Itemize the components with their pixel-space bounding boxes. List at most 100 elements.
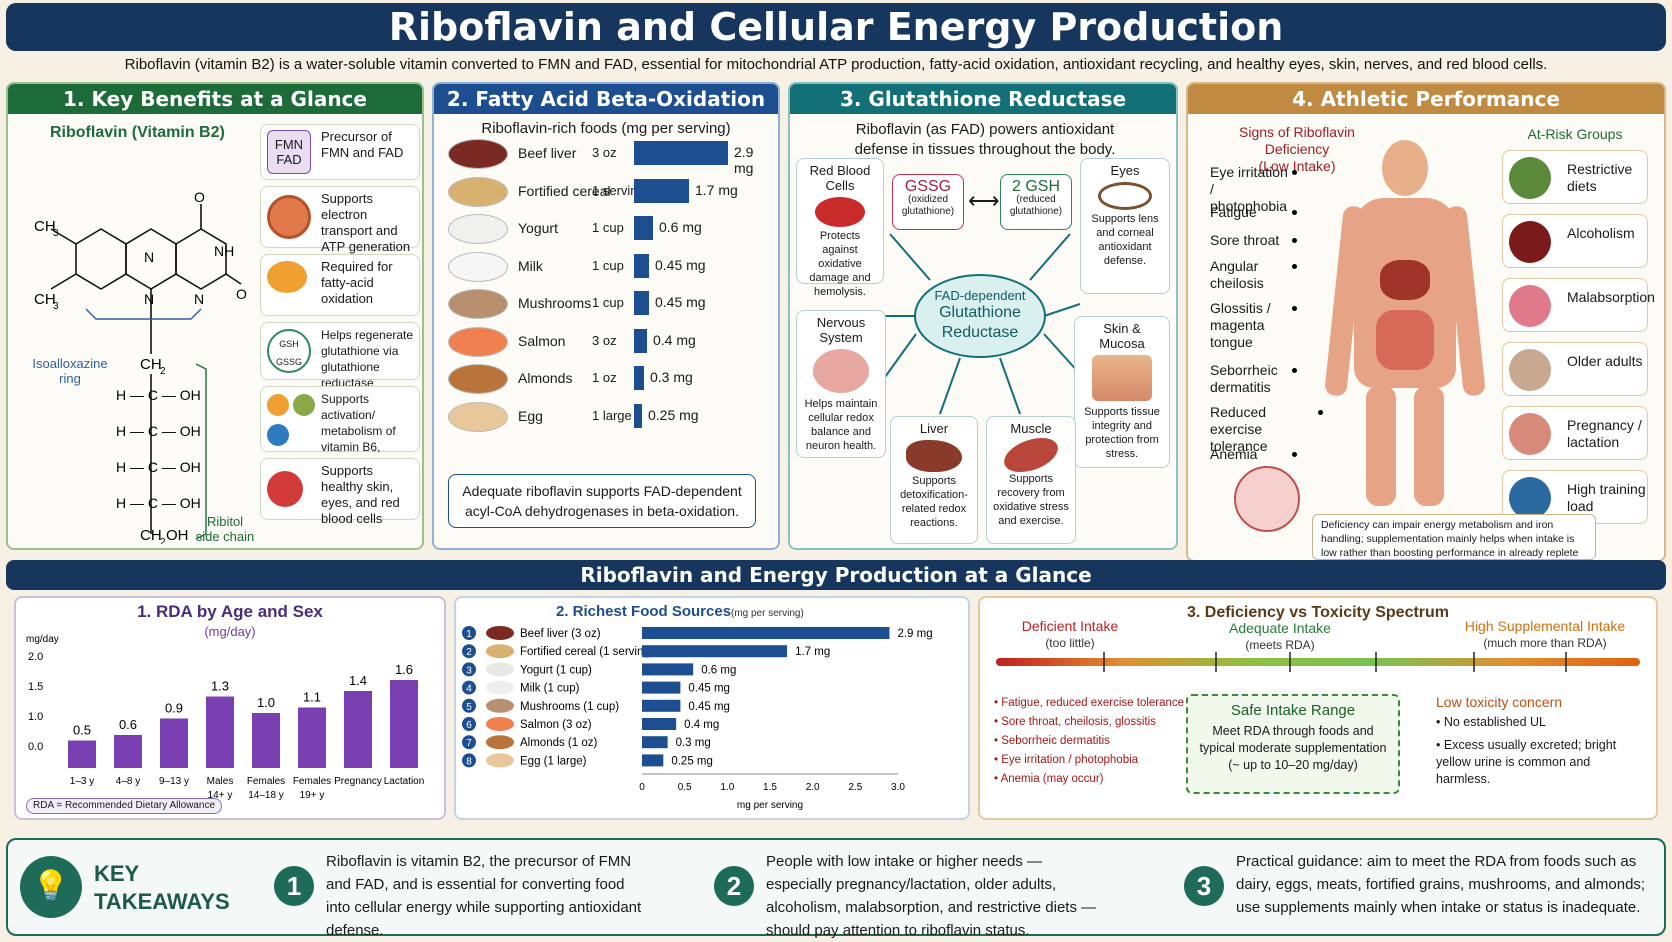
beta-note: Adequate riboflavin supports FAD-depende… [448,474,756,528]
rank-badge [462,662,476,677]
deficient-item: • Eye irritation / photophobia [994,754,1139,766]
safe-title: Safe Intake Range [1230,702,1356,719]
benefit-card: Supports healthy skin, eyes, and red blo… [260,458,420,526]
liver-text: Supports detoxification-related redox re… [900,475,968,529]
food-icon [486,735,514,750]
safe-text: Meet RDA through foods and typical moder… [1199,724,1387,772]
rbc-title: Red Blood Cells [809,163,871,193]
food-row: Milk 1 cup 0.45 mg [442,249,752,285]
svg-text:CH: CH [140,356,162,373]
food-row: Mushrooms 1 cup 0.45 mg [442,286,752,322]
rda-value-label: 1.3 [211,679,229,694]
deficient-item-text: Sore throat, cheilosis, glossitis [1001,716,1156,728]
rda-bar [390,680,418,768]
section-glutathione: 3. Glutathione Reductase Riboflavin (as … [788,82,1178,550]
rank-badge [462,626,476,640]
deficiency-note: Deficiency can impair energy metabolism … [1312,514,1596,573]
food-value-label: 0.45 mg [688,701,730,713]
rda-value-label: 1.4 [349,673,367,688]
food-icon [486,626,514,640]
food-bar [634,141,728,165]
food-name: Almonds [518,370,573,386]
symptom-pointer [1292,210,1297,215]
muscle-text: Supports recovery from oxidative stress … [993,473,1069,527]
symptom-label: Angular cheilosis [1210,258,1264,291]
food-qty: 1 cup [592,220,624,235]
food-category: Egg (1 large) [520,755,587,767]
eyes-title: Eyes [1110,163,1140,178]
liver-icon [906,440,962,472]
deficient-item: • Sore throat, cheilosis, glossitis [994,716,1156,728]
signs-title: Signs of Riboflavin Deficiency (Low Intak… [1212,124,1382,175]
symptom-pointer [1292,368,1297,373]
rank-number: 1 [466,629,472,640]
food-category: Yogurt (1 cup) [520,664,592,676]
symptom-pointer [1292,170,1297,175]
rda-value-label: 1.0 [257,695,275,710]
low-toxicity-title: Low toxicity concern [1436,694,1563,710]
isoalloxazine-label: Isoalloxazine ring [32,356,108,386]
rank-number: 4 [466,684,472,695]
svg-text:CH: CH [34,291,56,308]
food-qty: 1 large [592,407,632,423]
symptom-label: Eye irritation / photophobia [1210,164,1288,214]
deficient-item-text: Fatigue, reduced exercise tolerance [1001,697,1185,709]
glutathione-cycle-icon: GSH GSSG [267,329,311,373]
svg-text:O: O [236,286,247,302]
risk-group: Older adults [1502,342,1648,396]
food-value: 1.7 mg [695,181,738,198]
svg-text:NH: NH [214,243,234,259]
skin-title: Skin & Mucosa [1099,321,1145,351]
food-value: 0.4 mg [653,331,696,348]
rank-number: 6 [466,720,472,731]
svg-text:CH: CH [140,527,162,544]
risk-icon [1509,349,1551,391]
rank-badge [462,735,476,750]
benefit-text: Helps regenerate glutathione via glutath… [321,328,414,390]
svg-text:H — C — OH: H — C — OH [116,495,201,511]
food-row: Beef liver 3 oz 2.9 mg [442,136,753,176]
food-row: Salmon 3 oz 0.4 mg [442,324,752,360]
benefit-card: FMN FAD Precursor of FMN and FAD [260,124,420,180]
b-vitamins-icon [267,394,289,416]
muscle-box: Muscle Supports recovery from oxidative s… [986,416,1076,544]
food-category: Mushrooms (1 cup) [520,701,619,713]
risk-icon [1509,413,1551,455]
rda-value-label: 0.5 [73,723,91,738]
food-row: Egg 1 large 0.25 mg [442,399,752,435]
eyes-box: Eyes Supports lens and corneal antioxidan… [1080,158,1170,294]
rank-number: 7 [466,738,472,749]
food-bar [642,627,890,639]
food-bar [634,253,649,278]
rda-category: Females [293,776,331,787]
x-tick: 2.5 [848,782,862,793]
x-tick: 0 [639,782,645,793]
food-icon [448,214,508,244]
takeaway-text: Practical guidance: aim to meet the RDA … [1236,853,1646,916]
risk-label: High training load [1567,481,1646,514]
risk-group: Malabsorption [1502,278,1655,332]
high-sub: (much more than RDA) [1483,636,1607,650]
food-name: Egg [518,407,543,424]
symptom-pointer [1292,238,1297,243]
svg-text:2: 2 [160,537,166,544]
food-category: Milk (1 cup) [520,683,580,695]
takeaway-text: Riboflavin is vitamin B2, the precursor … [326,853,642,939]
food-value: 0.45 mg [655,256,706,273]
food-bar [634,291,649,315]
exchange-arrow-icon: ⟷ [968,188,1000,213]
gssg-box: GSSG (oxidized glutathione) [892,174,964,230]
x-tick: 3.0 [891,782,905,793]
b-vitamins-icon [293,394,315,416]
spectrum-panel: 3. Deficiency vs Toxicity Spectrum Defic… [978,596,1658,820]
food-chart-subtitle: (mg per serving) [731,608,804,619]
hub-label: FAD-dependent [934,288,1026,303]
rank-badge [462,717,476,731]
rda-title: 1. RDA by Age and Sex [137,602,323,621]
rank-badge [462,698,476,713]
takeaways-title-1: KEY [94,861,140,886]
rank-number: 3 [466,665,472,676]
takeaways-title-2: TAKEAWAYS [94,889,230,914]
food-value-label: 0.3 mg [676,737,711,749]
food-value: 0.25 mg [648,406,699,423]
